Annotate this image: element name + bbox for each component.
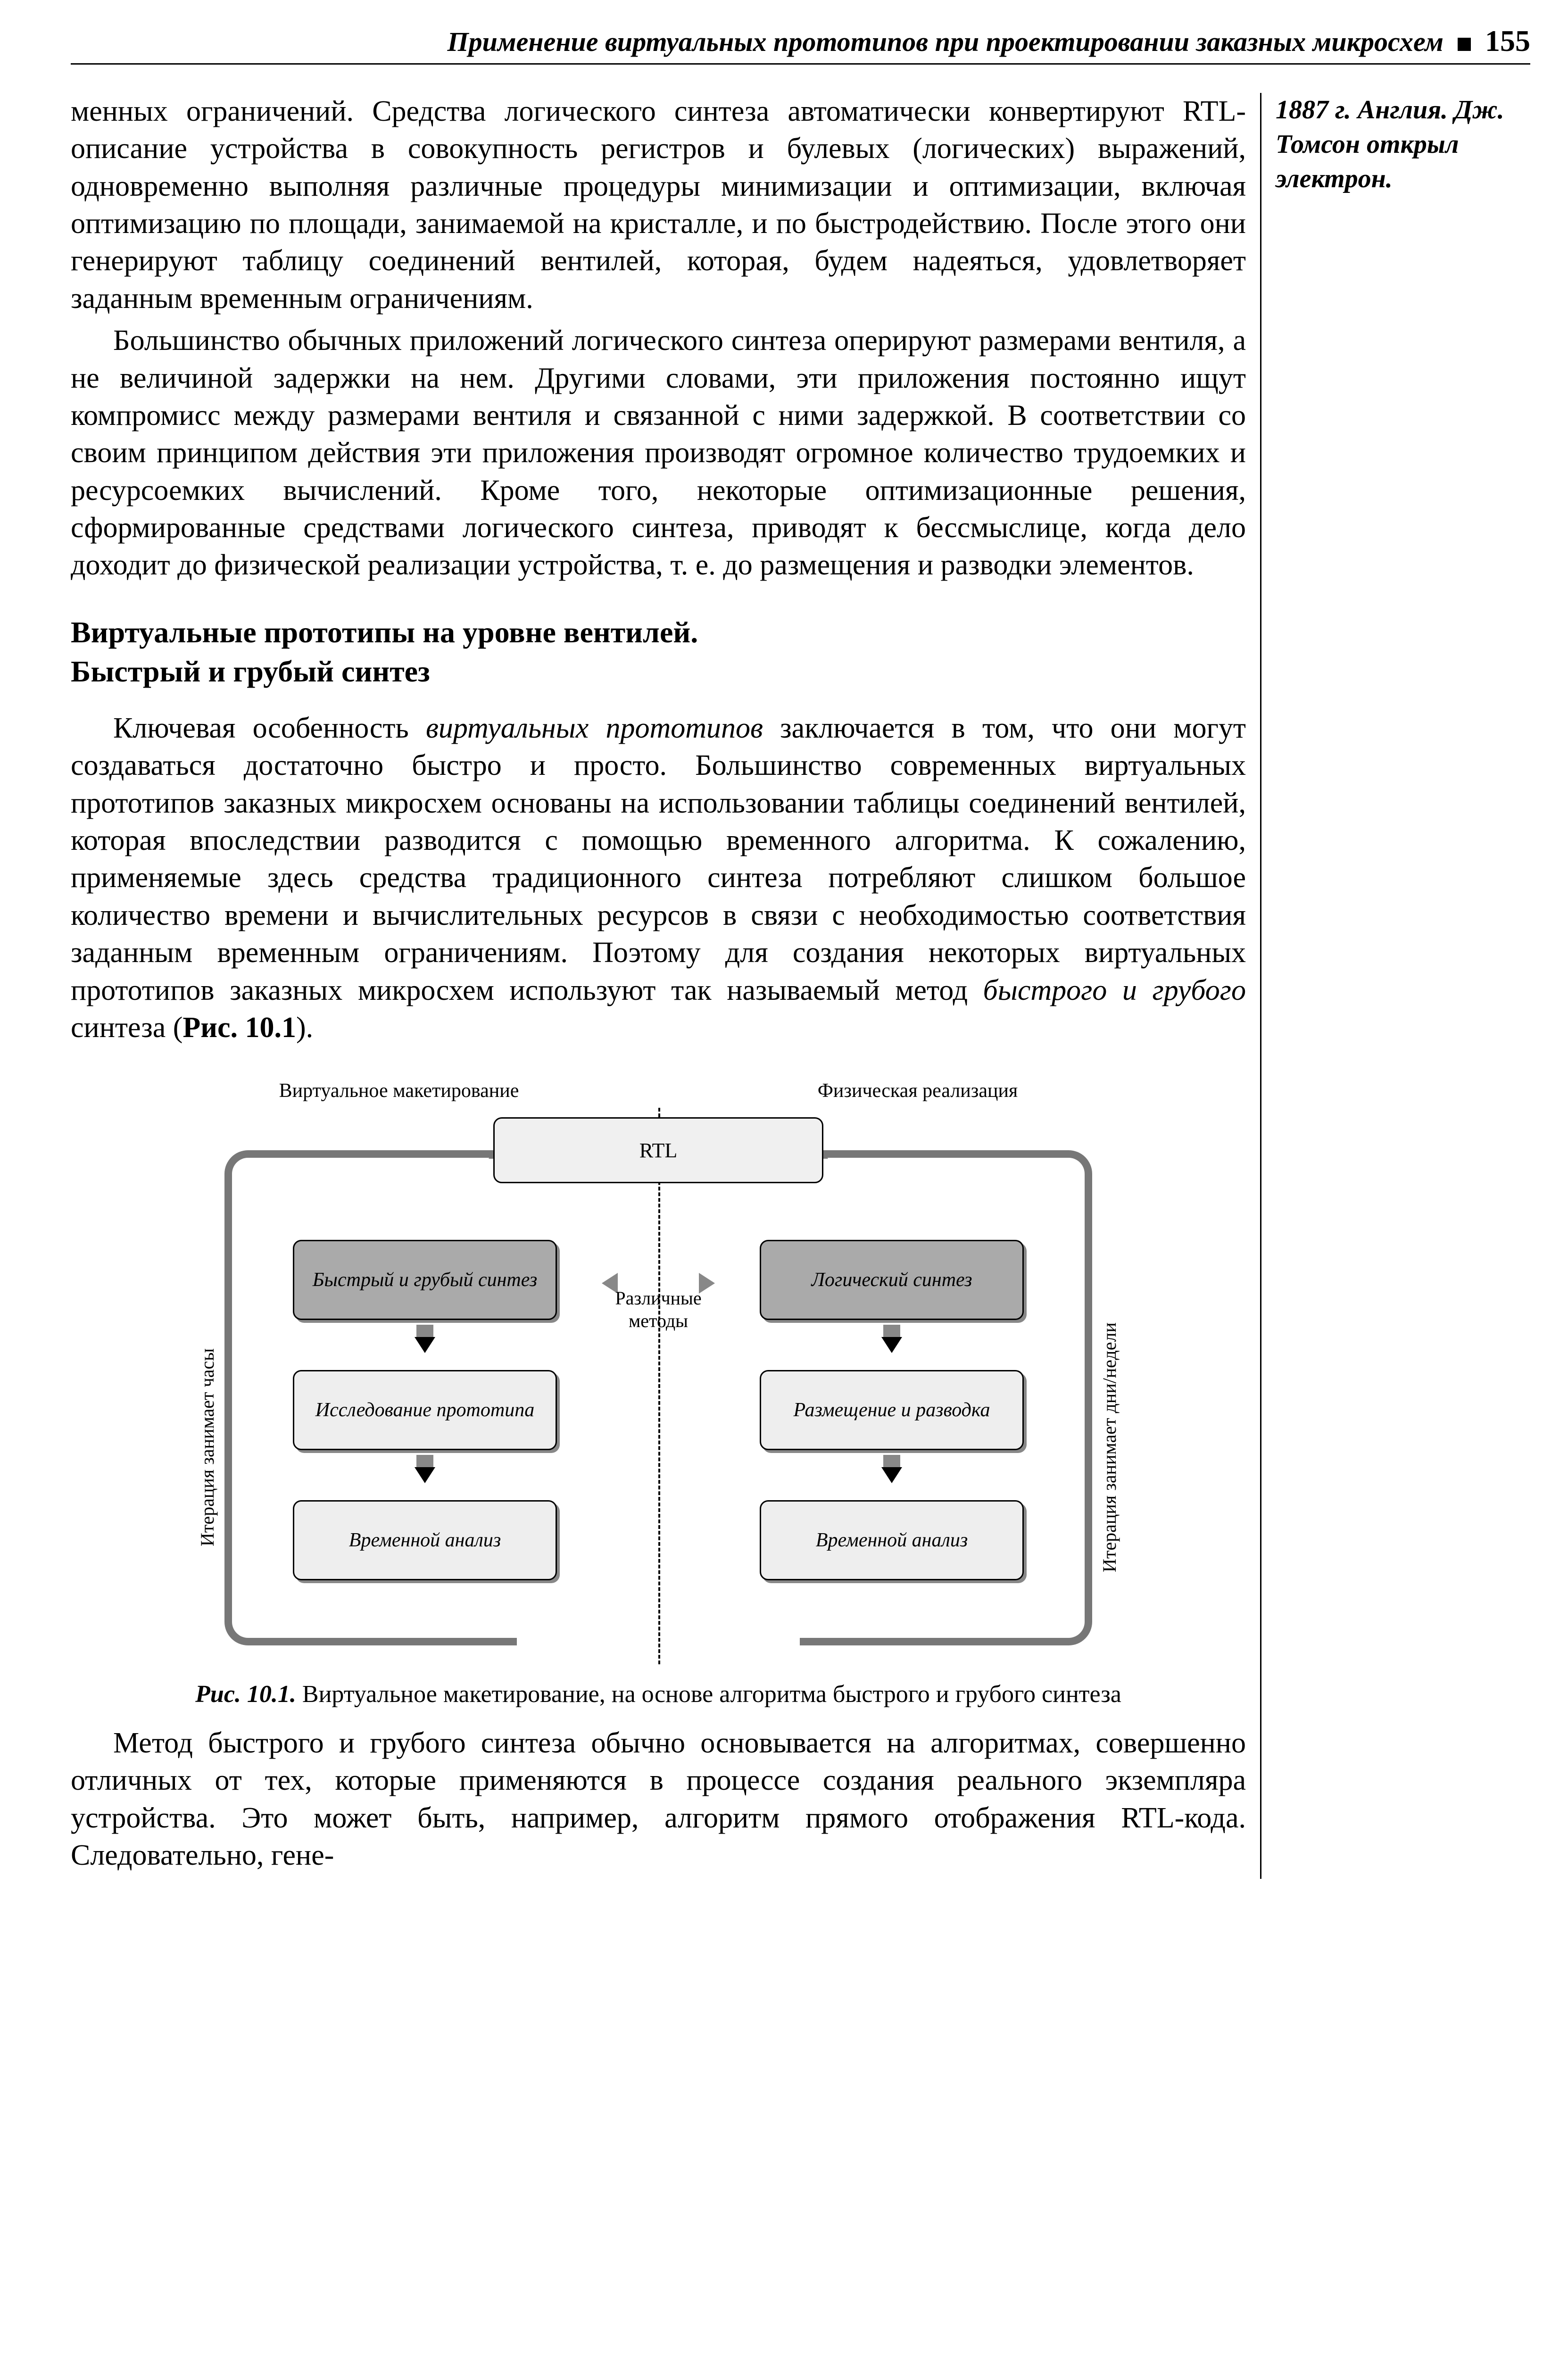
fig-label-virtual: Виртуальное макетирование <box>140 1079 658 1102</box>
feedback-loop-right <box>800 1150 1092 1645</box>
section-title-line2: Быстрый и грубый синтез <box>71 655 430 688</box>
center-methods-label: Различные методы <box>588 1287 729 1332</box>
paragraph-4: Метод быстрого и грубого синтеза обычно … <box>71 1725 1246 1874</box>
fig-label-physical: Физическая реализация <box>658 1079 1177 1102</box>
running-head-title: Применение виртуальных прототипов при пр… <box>448 26 1444 58</box>
figure-10-1: Виртуальное макетирование Физическая реа… <box>140 1079 1177 1710</box>
p3-text-e: синтеза ( <box>71 1012 183 1044</box>
p3-text-c: заключается в том, что они могут создава… <box>71 712 1246 1006</box>
paragraph-2: Большинство обычных приложений логическо… <box>71 322 1246 584</box>
p3-text-a: Ключевая особенность <box>113 712 426 744</box>
p3-emph-b: виртуальных прототипов <box>426 712 763 744</box>
figure-caption-text: Виртуальное макетирование, на основе алг… <box>296 1681 1121 1708</box>
p3-figref: Рис. 10.1 <box>183 1012 296 1044</box>
header-square-icon <box>1458 38 1471 51</box>
section-title: Виртуальные прототипы на уровне вентилей… <box>71 613 1246 691</box>
figure-caption-prefix: Рис. 10.1. <box>195 1681 296 1708</box>
sidebar-historical-note: 1887 г. Англия. Дж. Томсон открыл электр… <box>1276 93 1530 196</box>
page-header: Применение виртуальных прототипов при пр… <box>71 24 1530 65</box>
iteration-hours-label: Итерация занимает часы <box>196 1306 218 1589</box>
content-columns: менных ограничений. Средства логического… <box>71 93 1530 1879</box>
main-column: менных ограничений. Средства логического… <box>71 93 1261 1879</box>
paragraph-3: Ключевая особенность виртуальных прототи… <box>71 710 1246 1046</box>
rtl-box: RTL <box>493 1117 823 1183</box>
figure-top-labels: Виртуальное макетирование Физическая реа… <box>140 1079 1177 1102</box>
section-title-line1: Виртуальные прототипы на уровне вентилей… <box>71 615 698 649</box>
feedback-loop-left <box>224 1150 517 1645</box>
page-number: 155 <box>1485 24 1530 58</box>
paragraph-1: менных ограничений. Средства логического… <box>71 93 1246 317</box>
p3-emph-d: быстрого и грубого <box>983 974 1246 1006</box>
figure-caption: Рис. 10.1. Виртуальное макетирование, на… <box>140 1678 1177 1710</box>
figure-divider-line <box>658 1108 660 1664</box>
iteration-days-label: Итерация занимает дни/недели <box>1098 1306 1120 1589</box>
figure-body: RTL Различные методы Итерация занимает ч… <box>140 1108 1177 1664</box>
p3-text-g: ). <box>296 1012 313 1044</box>
sidebar-column: 1887 г. Англия. Дж. Томсон открыл электр… <box>1276 93 1530 1879</box>
